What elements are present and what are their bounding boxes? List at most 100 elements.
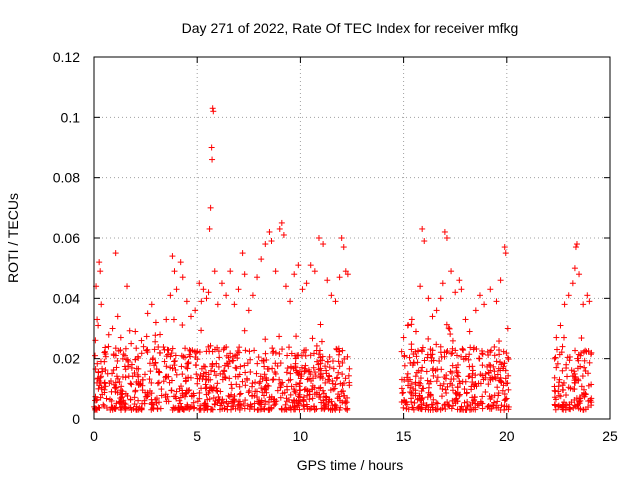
data-point (316, 391, 323, 398)
data-point (463, 406, 470, 413)
data-point (124, 283, 131, 290)
data-point (494, 371, 501, 378)
tick-layer: 0 5 10 15 20 25 0 0.02 0.04 0.06 0.08 0.1 0.12 (53, 49, 618, 444)
data-point (286, 344, 293, 351)
data-point (310, 364, 317, 371)
data-point (574, 402, 581, 409)
data-point (339, 371, 346, 378)
data-point (231, 397, 238, 404)
data-point (179, 274, 186, 281)
data-point (295, 400, 302, 407)
data-point (125, 404, 132, 411)
data-point (412, 373, 419, 380)
data-point (118, 383, 125, 390)
data-point (504, 325, 511, 332)
data-point (398, 348, 405, 355)
data-point (98, 373, 105, 380)
data-point (319, 387, 326, 394)
data-point (411, 399, 418, 406)
data-point (103, 395, 110, 402)
data-point (477, 398, 484, 405)
data-point (552, 406, 559, 413)
data-point (321, 406, 328, 413)
data-point (555, 388, 562, 395)
data-point (119, 390, 126, 397)
data-point (226, 393, 233, 400)
data-point (479, 393, 486, 400)
data-point (453, 352, 460, 359)
data-point (237, 390, 244, 397)
data-point (160, 344, 167, 351)
data-point (209, 105, 216, 112)
data-point (263, 376, 270, 383)
data-point (552, 396, 559, 403)
data-point (339, 388, 346, 395)
data-point (461, 386, 468, 393)
data-point (278, 219, 285, 226)
data-point (208, 144, 215, 151)
data-point (311, 406, 318, 413)
data-point (443, 389, 450, 396)
data-point (158, 386, 165, 393)
data-point (342, 405, 349, 412)
data-point (430, 372, 437, 379)
data-point (241, 362, 248, 369)
data-point (344, 271, 351, 278)
data-point (279, 346, 286, 353)
data-point (465, 356, 472, 363)
data-point (412, 328, 419, 335)
data-point (495, 365, 502, 372)
data-point (215, 348, 222, 355)
data-point (236, 371, 243, 378)
data-point (249, 383, 256, 390)
data-point (249, 292, 256, 299)
data-point (114, 313, 121, 320)
data-point (283, 406, 290, 413)
data-point (493, 298, 500, 305)
data-point (227, 268, 234, 275)
data-point (220, 346, 227, 353)
data-point (339, 359, 346, 366)
data-point (173, 388, 180, 395)
data-point (151, 346, 158, 353)
data-point (270, 376, 277, 383)
data-point (261, 363, 268, 370)
data-point (265, 383, 272, 390)
data-point (486, 405, 493, 412)
data-point (582, 368, 589, 375)
data-point (427, 378, 434, 385)
data-point (578, 392, 585, 399)
data-point (329, 380, 336, 387)
data-point (208, 406, 215, 413)
data-point (110, 352, 117, 359)
data-point (401, 352, 408, 359)
data-point (421, 238, 428, 245)
data-point (566, 404, 573, 411)
data-point (453, 368, 460, 375)
data-point (499, 387, 506, 394)
data-point (303, 280, 310, 287)
data-point (177, 400, 184, 407)
data-point (123, 356, 130, 363)
data-point (300, 394, 307, 401)
data-point (113, 384, 120, 391)
data-point (571, 396, 578, 403)
data-point (309, 335, 316, 342)
data-point (437, 343, 444, 350)
data-point (565, 292, 572, 299)
data-point (118, 403, 125, 410)
data-point (453, 395, 460, 402)
data-point (479, 350, 486, 357)
data-point (579, 373, 586, 380)
data-point (186, 406, 193, 413)
data-point (93, 379, 100, 386)
data-point (167, 364, 174, 371)
data-point (105, 331, 112, 338)
data-point (99, 368, 106, 375)
data-point (475, 402, 482, 409)
data-point (419, 364, 426, 371)
data-point (232, 364, 239, 371)
data-point (239, 378, 246, 385)
data-point (458, 286, 465, 293)
data-point (207, 367, 214, 374)
